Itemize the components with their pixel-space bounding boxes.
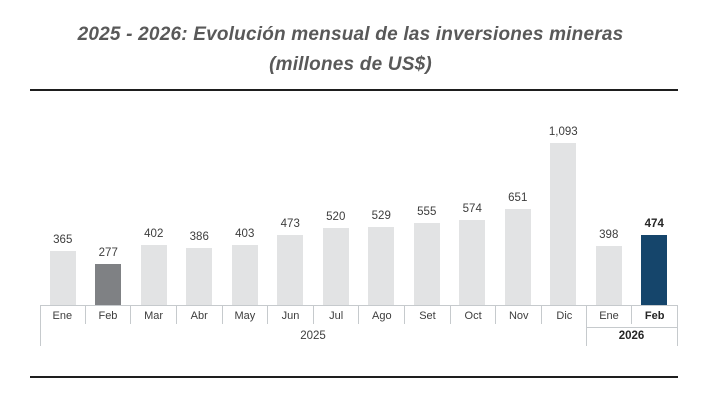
bar-value-label: 386 bbox=[189, 231, 209, 243]
month-label: Dic bbox=[556, 310, 573, 322]
bar bbox=[595, 246, 622, 305]
year-group-divider bbox=[40, 305, 41, 346]
month-label: Feb bbox=[86, 306, 132, 324]
year-group-divider bbox=[677, 305, 678, 346]
month-label: Abr bbox=[177, 306, 223, 324]
month-label: Mar bbox=[131, 306, 177, 324]
month-label: Ene bbox=[587, 306, 633, 324]
title-divider bbox=[30, 89, 678, 91]
bar bbox=[140, 245, 167, 305]
year-label-2026: 2026 bbox=[618, 330, 645, 342]
bar-value-label: 398 bbox=[599, 229, 619, 241]
bar-value-label: 402 bbox=[144, 228, 164, 240]
month-label: Ene bbox=[40, 306, 86, 324]
month-label: Set bbox=[405, 306, 451, 324]
month-label: Jul bbox=[314, 306, 360, 324]
chart-title-line1: 2025 - 2026: Evolución mensual de las in… bbox=[77, 24, 624, 45]
bar-value-label: 403 bbox=[235, 228, 255, 240]
month-axis: Ene Feb Mar Abr May Jun Jul Ago Set Oct Nov Dic Ene F… bbox=[40, 305, 677, 324]
bottom-divider bbox=[30, 376, 678, 378]
bar-value-label: 555 bbox=[417, 206, 437, 218]
month-label: Nov bbox=[496, 306, 543, 324]
month-label: Feb bbox=[644, 310, 665, 322]
chart-title: 2025 - 2026: Evolución mensual de las in… bbox=[0, 20, 701, 80]
month-label: Oct bbox=[451, 306, 497, 324]
bar bbox=[95, 264, 122, 305]
bar bbox=[277, 235, 304, 305]
bar-value-label: 574 bbox=[462, 203, 482, 215]
month-label: Ago bbox=[359, 306, 406, 324]
month-label: May bbox=[223, 306, 269, 324]
bar bbox=[368, 227, 395, 305]
bar-value-label: 473 bbox=[280, 218, 300, 230]
month-label: Jun bbox=[268, 306, 314, 324]
bar bbox=[504, 209, 531, 305]
year-label-2025: 2025 bbox=[300, 330, 326, 342]
bar bbox=[413, 223, 440, 305]
bar bbox=[186, 248, 213, 305]
bar bbox=[322, 228, 349, 305]
bar bbox=[231, 245, 258, 305]
bar bbox=[49, 251, 76, 305]
bar bbox=[641, 235, 668, 305]
bar-value-label: 474 bbox=[644, 218, 664, 230]
bar-value-label: 277 bbox=[98, 247, 118, 259]
chart-title-line2: (millones de US$) bbox=[269, 54, 432, 75]
bar bbox=[459, 220, 486, 305]
year-group-divider bbox=[586, 305, 587, 346]
year-group-underline bbox=[586, 327, 677, 328]
bar-value-label: 651 bbox=[508, 192, 528, 204]
bar bbox=[550, 143, 577, 305]
bar-value-label: 1,093 bbox=[548, 126, 578, 138]
bar-value-label: 365 bbox=[53, 234, 73, 246]
bar-value-label: 529 bbox=[371, 210, 391, 222]
bar-value-label: 520 bbox=[326, 211, 346, 223]
